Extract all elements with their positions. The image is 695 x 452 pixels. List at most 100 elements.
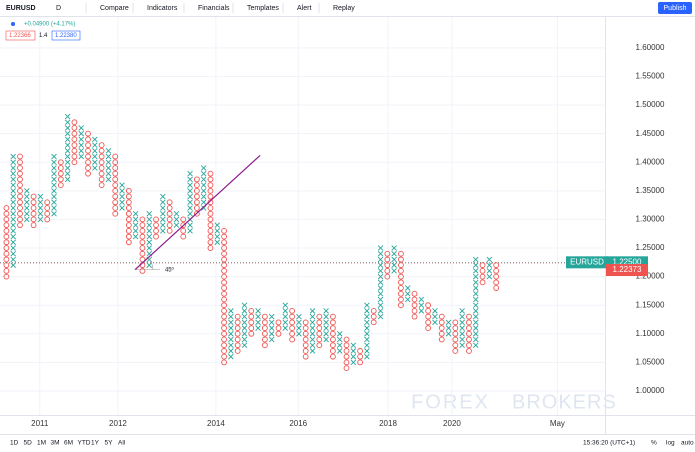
o-box (289, 313, 295, 320)
o-box (452, 342, 459, 349)
x-box (268, 336, 275, 343)
x-box (200, 188, 207, 194)
x-box (350, 348, 357, 354)
x-box (214, 222, 221, 228)
x-box (173, 216, 180, 223)
x-box (459, 313, 465, 320)
x-box (37, 216, 44, 223)
o-box (289, 319, 295, 326)
o-column (71, 119, 78, 166)
x-box (472, 285, 479, 291)
o-box (44, 205, 51, 211)
x-box (309, 348, 316, 354)
o-box (234, 319, 241, 326)
price-tag-label: 1.22373 (613, 265, 642, 274)
x-box (51, 159, 57, 166)
o-box (302, 330, 309, 337)
x-box (64, 119, 71, 125)
o-box (425, 325, 432, 331)
o-box (221, 239, 227, 246)
range-button[interactable]: YTD (78, 440, 91, 447)
x-box (92, 142, 98, 148)
o-box (370, 308, 377, 314)
x-box (105, 176, 112, 183)
o-box (316, 319, 323, 326)
o-box (112, 165, 119, 171)
x-box (64, 142, 71, 148)
range-button[interactable]: 1Y (91, 440, 100, 447)
toolbar-button[interactable]: Compare (100, 5, 129, 12)
toolbar-button[interactable]: Templates (247, 5, 279, 12)
range-button[interactable]: 5Y (105, 440, 114, 447)
x-box (296, 325, 302, 331)
o-box (221, 342, 227, 349)
axis-option[interactable]: auto (681, 440, 694, 447)
toolbar-button[interactable]: Replay (333, 5, 355, 12)
toolbar-button[interactable]: Alert (297, 5, 311, 12)
x-box (377, 268, 384, 274)
o-box (57, 176, 64, 183)
x-column (350, 342, 357, 366)
symbol[interactable]: EURUSD (6, 5, 36, 12)
o-box (493, 285, 500, 291)
range-button[interactable]: 1M (37, 440, 46, 447)
o-box (221, 256, 227, 263)
o-box (98, 153, 105, 160)
x-box (187, 193, 193, 200)
o-box (221, 267, 227, 274)
x-box (187, 170, 193, 177)
publish-label[interactable]: Publish (664, 5, 687, 12)
axis-option[interactable]: log (666, 440, 675, 447)
publish-button[interactable] (658, 2, 692, 14)
range-button[interactable]: 6M (64, 440, 73, 447)
toolbar-button[interactable]: Financials (198, 5, 230, 12)
range-button[interactable]: 5D (24, 440, 33, 447)
o-box (234, 330, 241, 337)
interval[interactable]: D (56, 5, 61, 12)
x-column (323, 308, 329, 343)
o-box (112, 153, 119, 160)
axis-option[interactable]: % (651, 440, 657, 447)
x-box (160, 228, 166, 234)
o-box (330, 342, 336, 349)
toolbar-button[interactable]: Indicators (147, 5, 178, 12)
range-button[interactable]: 3M (51, 440, 60, 447)
ask-box (51, 30, 81, 41)
o-box (302, 353, 309, 360)
o-box (221, 290, 227, 297)
x-box (268, 319, 275, 326)
o-box (275, 330, 282, 337)
o-box (3, 267, 10, 274)
o-box (411, 296, 418, 303)
range-button[interactable]: All (118, 440, 126, 447)
o-column (466, 313, 472, 354)
x-box (282, 313, 289, 320)
o-box (207, 222, 214, 229)
o-box (112, 176, 119, 183)
x-box (296, 331, 302, 337)
x-box (51, 176, 57, 183)
range-button[interactable]: 1D (10, 440, 19, 447)
o-column (57, 159, 64, 189)
o-box (139, 245, 146, 251)
o-box (316, 342, 323, 349)
o-box (302, 325, 309, 331)
x-column (364, 302, 370, 360)
x-box (309, 331, 316, 337)
x-box (160, 216, 166, 223)
o-box (98, 159, 105, 166)
x-box (200, 182, 207, 188)
x-box (472, 308, 479, 314)
o-box (221, 348, 227, 354)
x-box (377, 245, 384, 251)
o-box (343, 342, 350, 349)
o-box (343, 359, 350, 366)
o-box (207, 233, 214, 240)
x-box (10, 245, 16, 251)
o-box (3, 210, 10, 217)
x-box (51, 170, 57, 177)
o-box (234, 336, 241, 343)
x-box (119, 193, 125, 200)
x-box (472, 336, 479, 343)
x-box (10, 176, 16, 183)
